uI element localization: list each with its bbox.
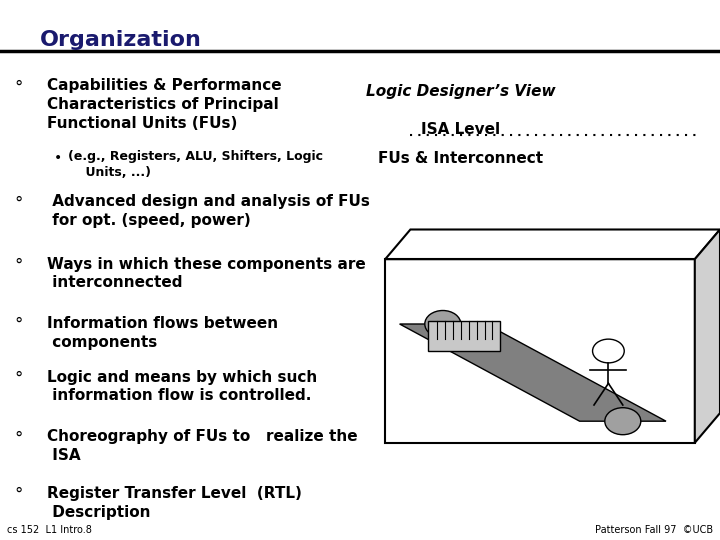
Text: Choreography of FUs to   realize the
 ISA: Choreography of FUs to realize the ISA bbox=[47, 429, 357, 463]
Text: °: ° bbox=[14, 316, 23, 334]
Text: cs 152  L1 Intro.8: cs 152 L1 Intro.8 bbox=[7, 524, 92, 535]
Text: Ways in which these components are
 interconnected: Ways in which these components are inter… bbox=[47, 256, 366, 290]
Polygon shape bbox=[400, 324, 666, 421]
Text: Organization: Organization bbox=[40, 30, 202, 50]
Text: Logic Designer’s View: Logic Designer’s View bbox=[366, 84, 556, 99]
Text: Patterson Fall 97  ©UCB: Patterson Fall 97 ©UCB bbox=[595, 524, 713, 535]
Text: °: ° bbox=[14, 78, 23, 96]
Text: Register Transfer Level  (RTL)
 Description: Register Transfer Level (RTL) Descriptio… bbox=[47, 486, 302, 519]
Polygon shape bbox=[695, 230, 720, 443]
Text: °: ° bbox=[14, 194, 23, 212]
Text: •: • bbox=[54, 151, 62, 165]
Circle shape bbox=[593, 339, 624, 363]
Text: °: ° bbox=[14, 370, 23, 388]
Text: (e.g., Registers, ALU, Shifters, Logic
    Units, ...): (e.g., Registers, ALU, Shifters, Logic U… bbox=[68, 150, 323, 179]
Circle shape bbox=[425, 310, 461, 338]
Text: °: ° bbox=[14, 429, 23, 447]
FancyBboxPatch shape bbox=[428, 321, 500, 351]
Text: FUs & Interconnect: FUs & Interconnect bbox=[378, 151, 544, 166]
Text: Advanced design and analysis of FUs
 for opt. (speed, power): Advanced design and analysis of FUs for … bbox=[47, 194, 369, 228]
Text: Information flows between
 components: Information flows between components bbox=[47, 316, 278, 349]
Circle shape bbox=[605, 408, 641, 435]
Text: °: ° bbox=[14, 486, 23, 504]
Text: Capabilities & Performance
Characteristics of Principal
Functional Units (FUs): Capabilities & Performance Characteristi… bbox=[47, 78, 282, 131]
Text: ISA Level: ISA Level bbox=[421, 122, 500, 137]
Text: Logic and means by which such
 information flow is controlled.: Logic and means by which such informatio… bbox=[47, 370, 317, 403]
Text: °: ° bbox=[14, 256, 23, 274]
